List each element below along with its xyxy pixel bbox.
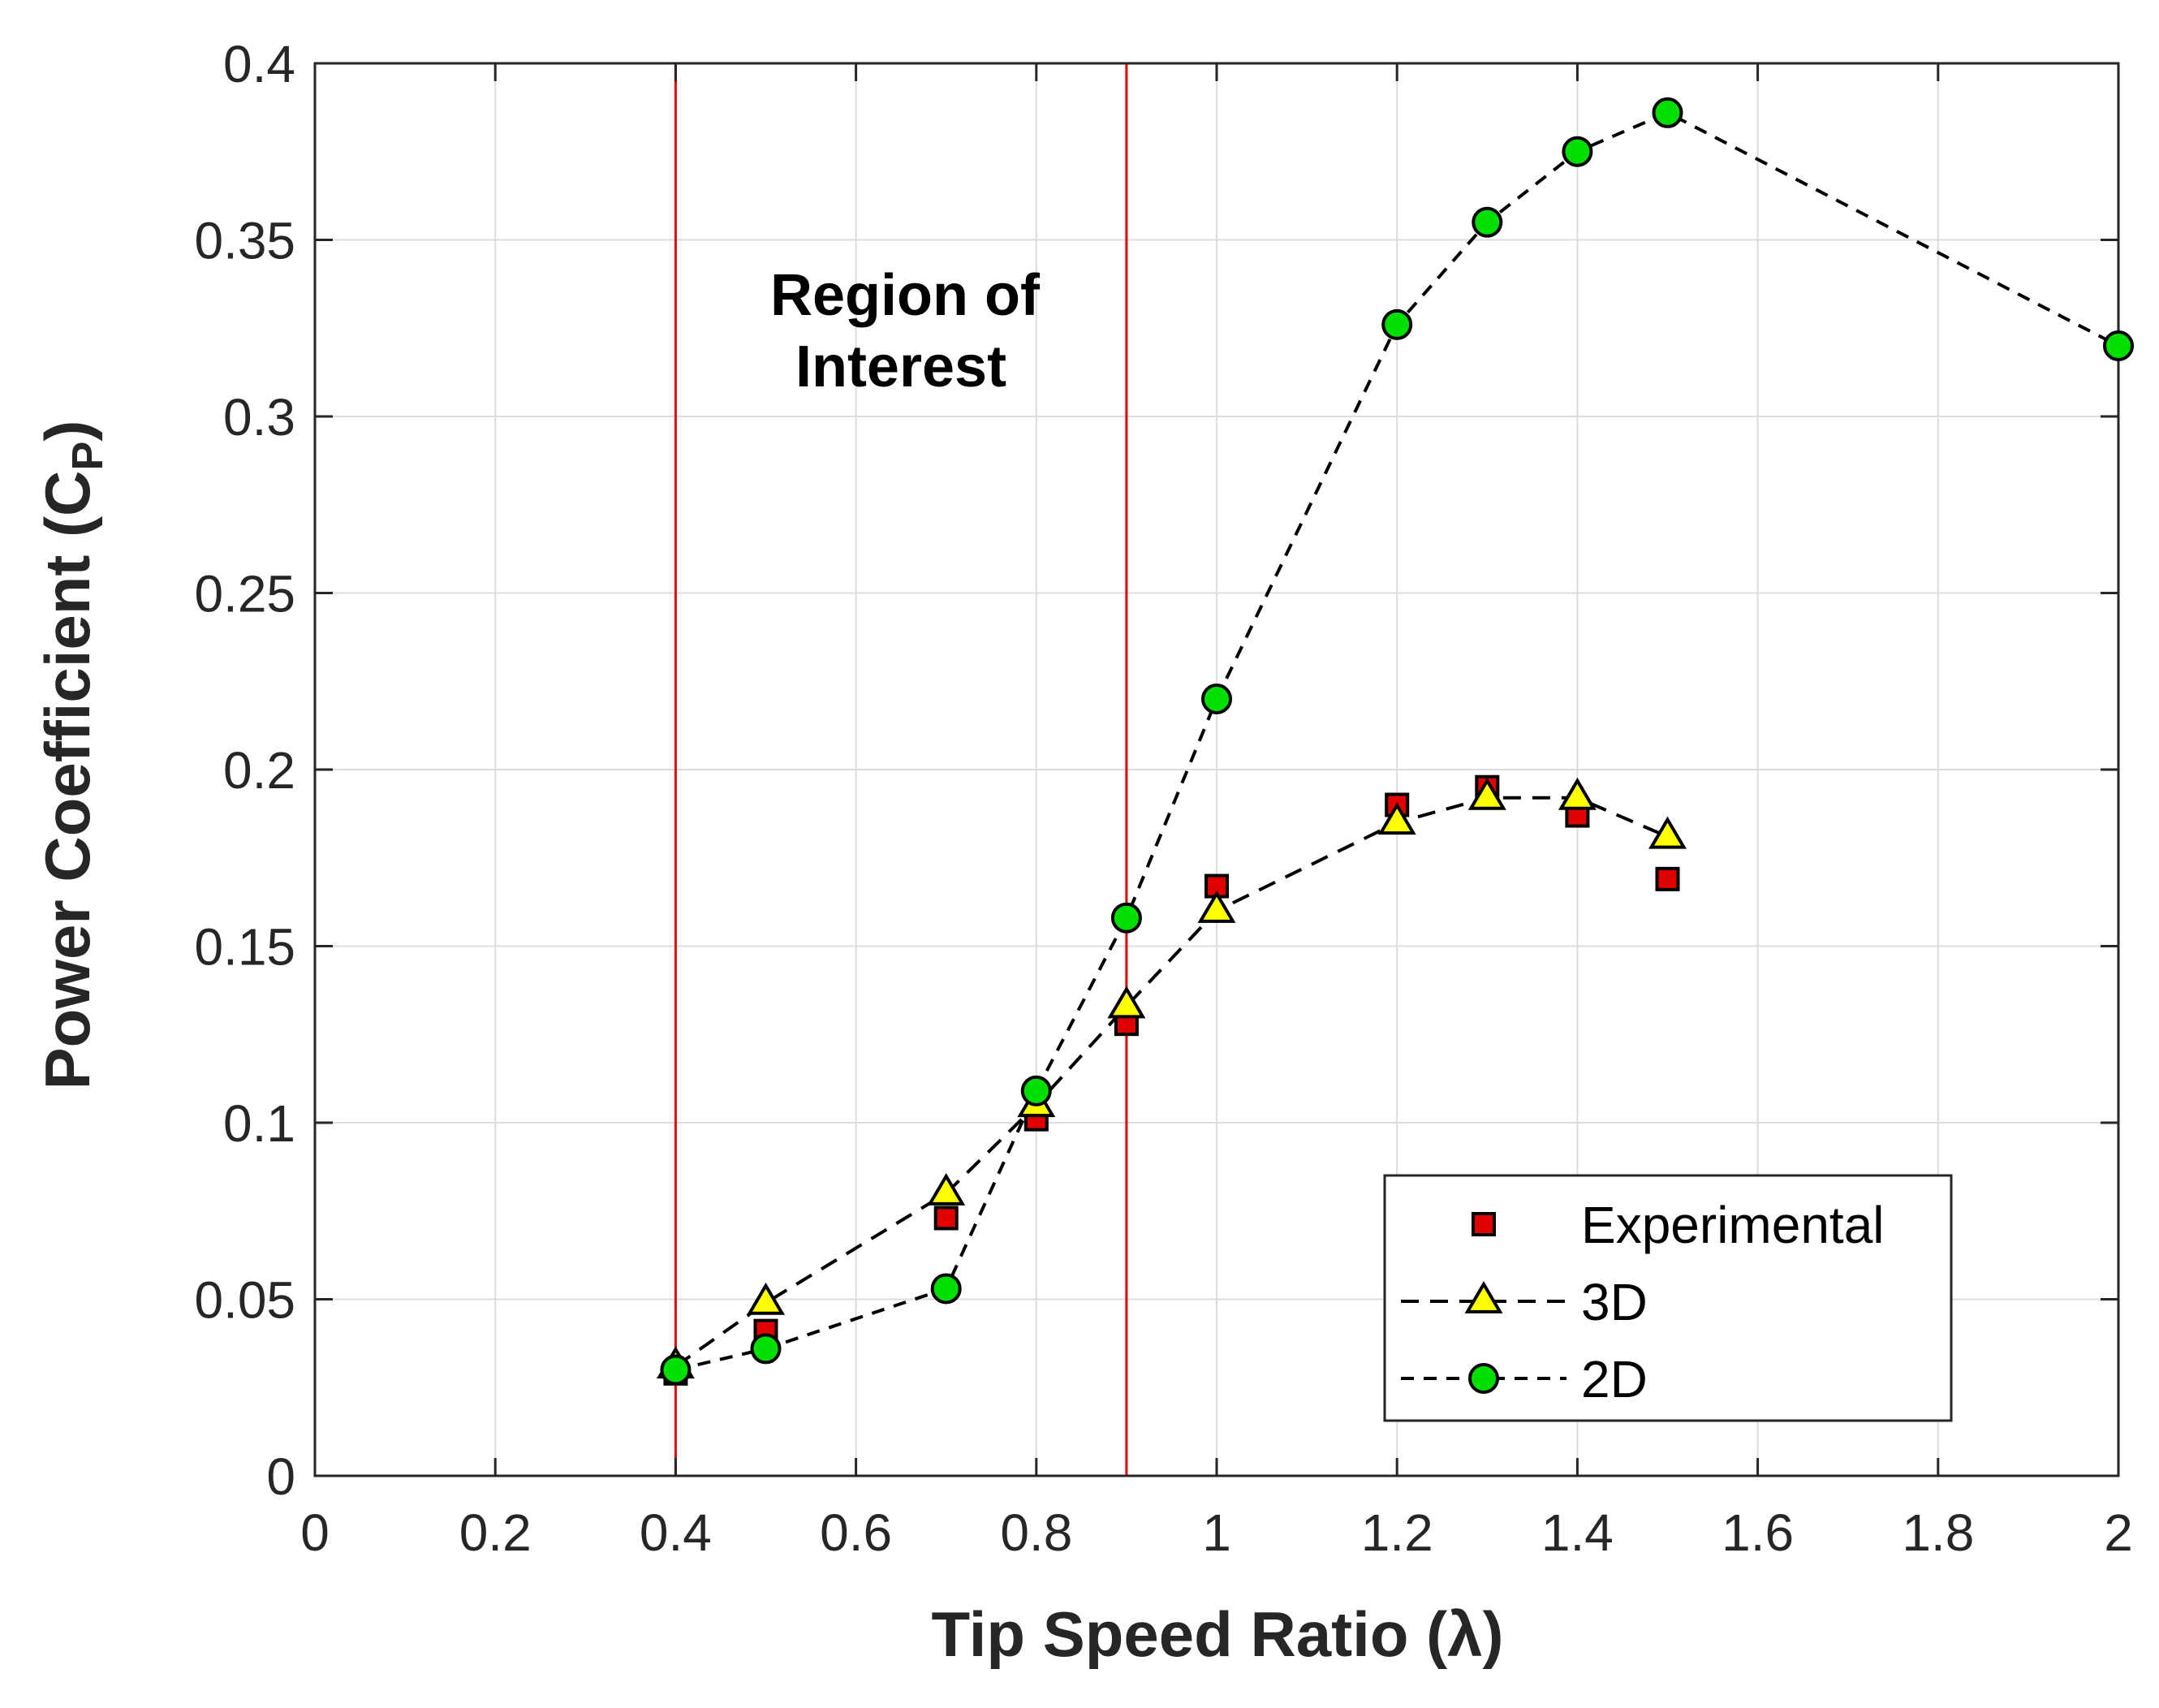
legend-label-2d: 2D [1581, 1350, 1648, 1408]
data-point-3d [1648, 816, 1687, 849]
data-point-3d [1377, 802, 1416, 835]
y-axis-title-sub: P [63, 442, 112, 471]
y-tick-label: 0.15 [194, 918, 295, 977]
y-tick-label: 0.05 [194, 1271, 295, 1330]
data-point-2d [750, 1333, 782, 1365]
y-tick-label: 0.3 [223, 388, 295, 446]
axes [313, 62, 2120, 1477]
x-axis-title: Tip Speed Ratio (λ) [932, 1598, 1504, 1670]
x-tick-label: 1.2 [1361, 1503, 1433, 1562]
data-point-3d [1558, 777, 1597, 810]
legend-label-3d: 3D [1581, 1273, 1648, 1331]
data-point-3d [1467, 777, 1506, 810]
data-point-2d [1201, 684, 1232, 714]
series-group [656, 97, 2134, 1386]
y-tick-label: 0.25 [194, 565, 295, 623]
data-point-2d [1381, 308, 1413, 340]
data-point-2d [930, 1273, 962, 1305]
annotation-line-1: Region of [770, 263, 1041, 328]
x-tick-label: 0 [300, 1503, 330, 1562]
y-axis-title-main: Power Coefficient (C [32, 471, 103, 1090]
data-point-experimental [933, 1206, 959, 1231]
legend-marker-experimental [1472, 1212, 1496, 1236]
y-axis-title-close: ) [32, 421, 103, 442]
y-tick-label: 0.35 [194, 212, 295, 270]
data-point-3d [747, 1282, 785, 1315]
x-tick-label: 1.8 [1902, 1503, 1974, 1562]
data-point-2d [1020, 1075, 1052, 1106]
legend: Experimental 3D 2D [1383, 1174, 1953, 1422]
legend-marker-2d [1468, 1363, 1499, 1394]
y-tick-label: 0.2 [223, 741, 295, 800]
legend-label-experimental: Experimental [1581, 1196, 1885, 1254]
data-point-experimental [1655, 866, 1680, 891]
data-point-2d [660, 1354, 692, 1386]
x-tick-label: 1.4 [1541, 1503, 1614, 1562]
x-tick-label: 2 [2104, 1503, 2133, 1562]
data-point-2d [1110, 902, 1142, 934]
data-point-2d [1562, 136, 1593, 167]
y-axis-title: Power Coefficient (CP) [32, 421, 112, 1090]
x-tick-label: 0.8 [1000, 1503, 1072, 1562]
x-tick-label: 1 [1202, 1503, 1231, 1562]
legend-entries: Experimental 3D 2D [1401, 1196, 1885, 1408]
y-tick-label: 0.4 [223, 35, 295, 93]
data-point-3d [927, 1172, 966, 1206]
series-line-3d [674, 796, 1669, 1368]
x-tick-label: 0.4 [640, 1503, 712, 1562]
data-point-2d [1652, 97, 1683, 128]
y-tick-label: 0 [266, 1447, 295, 1506]
x-tick-label: 0.2 [459, 1503, 532, 1562]
y-tick-label: 0.1 [223, 1094, 295, 1153]
data-point-2d [1472, 206, 1503, 238]
x-tick-label: 1.6 [1722, 1503, 1794, 1562]
data-point-2d [2103, 330, 2134, 361]
legend-marker-3d [1464, 1280, 1503, 1313]
data-point-3d [1107, 986, 1146, 1019]
annotation-line-2: Interest [795, 334, 1006, 399]
tick-labels: 0 0.2 0.4 0.6 0.8 1 1.2 1.4 1.6 1.8 2 0 0.05 0.1 0.15 0… [194, 35, 2132, 1562]
region-lines [674, 63, 1128, 1476]
x-tick-label: 0.6 [820, 1503, 892, 1562]
data-point-3d [1197, 890, 1236, 923]
